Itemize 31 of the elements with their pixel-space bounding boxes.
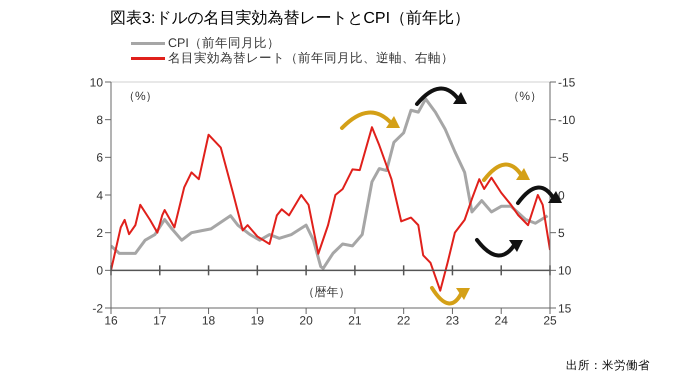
y2-tick-label: -5 — [558, 150, 569, 165]
y-tick-label: 4 — [96, 188, 104, 202]
text: 出所：米労働省 — [566, 358, 650, 373]
y2-axis-title: （%） — [507, 88, 542, 105]
x-tick-label: 18 — [202, 314, 216, 328]
x-tick-label: 19 — [250, 314, 264, 328]
y-tick-label: 8 — [96, 112, 104, 127]
x-tick-label: 16 — [104, 314, 118, 328]
y2-tick-label: -15 — [558, 75, 576, 90]
x-tick-label: 22 — [396, 314, 411, 328]
y2-tick-label: 15 — [558, 301, 572, 316]
legend-label: CPI（前年同月比） — [168, 36, 280, 51]
x-tick-label: 17 — [153, 314, 167, 328]
chart-title: 図表3:ドルの名目実効為替レートとCPI（前年比） — [110, 8, 470, 29]
x-tick-label: 20 — [299, 314, 314, 328]
legend-label: 名目実効為替レート（前年同月比、逆軸、右軸） — [168, 51, 454, 66]
y2-tick-label: 10 — [558, 264, 572, 278]
y-tick-label: 2 — [96, 226, 104, 240]
y2-tick-label: 0 — [558, 188, 565, 202]
x-tick-label: 23 — [446, 314, 460, 328]
y-axis-title: （%） — [123, 88, 158, 105]
x-axis-title: （暦年） — [302, 284, 350, 302]
y-tick-label: 6 — [96, 150, 104, 165]
y-tick-label: 10 — [90, 75, 104, 90]
y-tick-label: 0 — [96, 264, 104, 278]
x-tick-label: 24 — [494, 314, 508, 328]
y2-tick-label: 5 — [558, 226, 565, 240]
y2-tick-label: -10 — [558, 112, 576, 127]
x-tick-label: 25 — [543, 314, 557, 328]
x-tick-label: 21 — [348, 314, 362, 328]
y-tick-label: -2 — [92, 301, 104, 316]
